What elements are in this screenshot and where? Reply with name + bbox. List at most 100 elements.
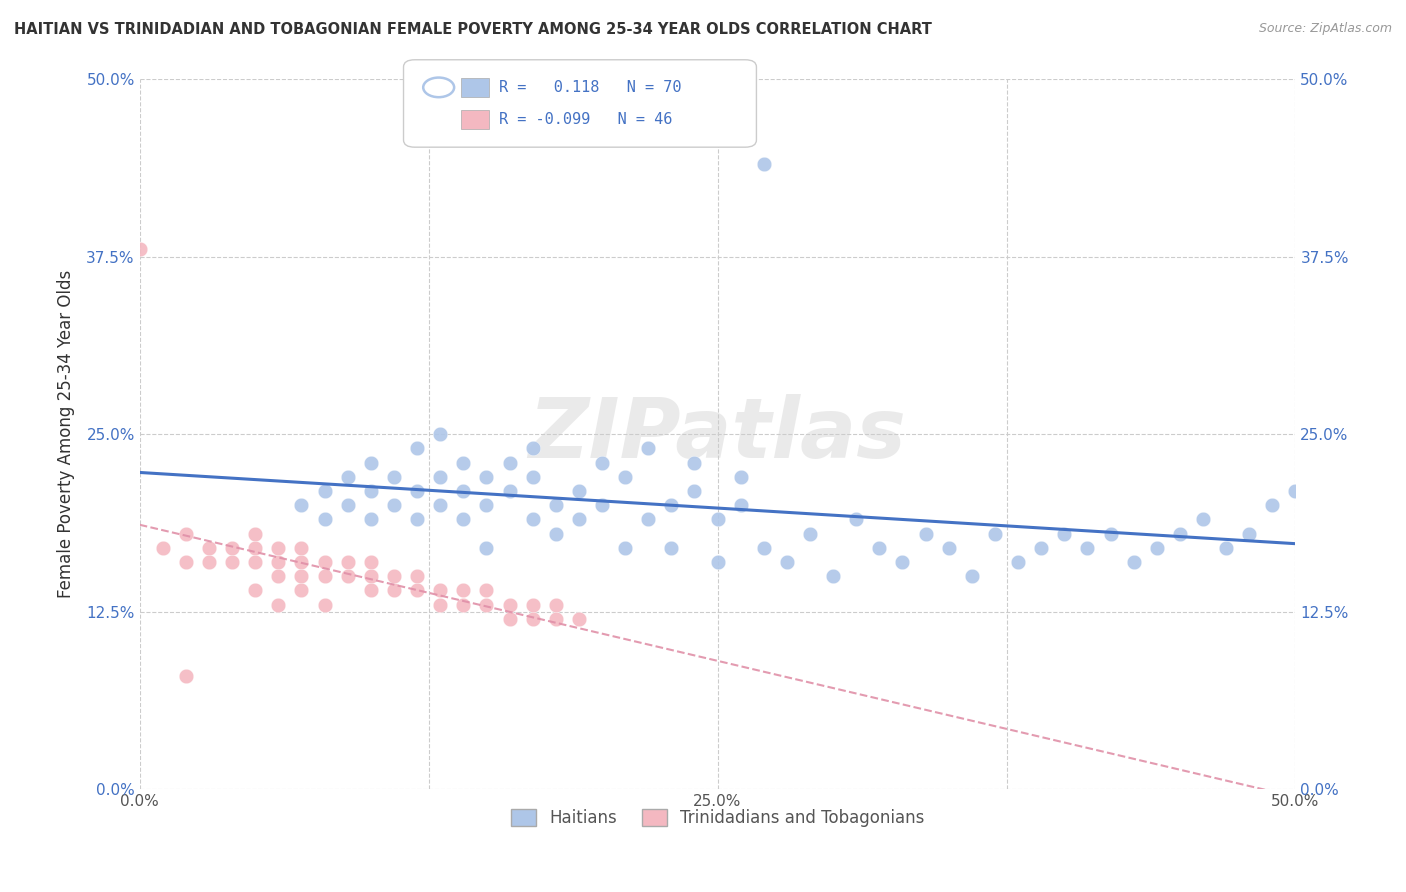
Point: [382, 469, 405, 483]
Point: [336, 469, 359, 483]
Point: [475, 541, 498, 555]
Point: [706, 555, 728, 569]
Point: [406, 483, 429, 498]
Point: [314, 555, 336, 569]
Point: [914, 526, 936, 541]
Point: [522, 442, 544, 456]
Point: [568, 483, 591, 498]
Point: [752, 541, 775, 555]
Point: [360, 512, 382, 526]
Point: [174, 668, 197, 682]
Point: [152, 541, 174, 555]
Point: [683, 456, 706, 470]
Point: [544, 612, 567, 626]
Point: [475, 598, 498, 612]
Point: [568, 612, 591, 626]
Point: [245, 526, 267, 541]
Point: [544, 598, 567, 612]
Point: [128, 243, 150, 257]
Point: [174, 526, 197, 541]
Point: [314, 512, 336, 526]
Point: [314, 483, 336, 498]
Point: [637, 442, 659, 456]
Point: [314, 598, 336, 612]
Point: [522, 598, 544, 612]
Point: [960, 569, 983, 583]
Point: [245, 583, 267, 598]
Point: [1031, 541, 1053, 555]
Point: [938, 541, 960, 555]
Point: [1076, 541, 1098, 555]
Point: [290, 498, 312, 512]
Point: [406, 583, 429, 598]
Point: [290, 541, 312, 555]
Point: [1237, 526, 1260, 541]
Text: R = -0.099   N = 46: R = -0.099 N = 46: [499, 112, 672, 127]
Point: [823, 569, 845, 583]
Point: [290, 583, 312, 598]
Point: [683, 483, 706, 498]
Point: [406, 512, 429, 526]
Point: [336, 555, 359, 569]
Point: [453, 483, 475, 498]
Y-axis label: Female Poverty Among 25-34 Year Olds: Female Poverty Among 25-34 Year Olds: [58, 270, 75, 599]
Point: [221, 555, 243, 569]
Point: [568, 512, 591, 526]
Point: [475, 498, 498, 512]
Point: [1007, 555, 1029, 569]
Point: [591, 498, 613, 512]
Point: [429, 427, 451, 442]
Point: [730, 498, 752, 512]
Point: [221, 541, 243, 555]
Text: HAITIAN VS TRINIDADIAN AND TOBAGONIAN FEMALE POVERTY AMONG 25-34 YEAR OLDS CORRE: HAITIAN VS TRINIDADIAN AND TOBAGONIAN FE…: [14, 22, 932, 37]
Point: [1215, 541, 1237, 555]
Point: [868, 541, 890, 555]
Point: [382, 583, 405, 598]
Point: [475, 469, 498, 483]
Point: [406, 569, 429, 583]
Point: [591, 456, 613, 470]
Point: [1192, 512, 1215, 526]
Point: [1099, 526, 1122, 541]
Point: [544, 526, 567, 541]
Point: [360, 456, 382, 470]
Point: [984, 526, 1007, 541]
Legend: Haitians, Trinidadians and Tobagonians: Haitians, Trinidadians and Tobagonians: [503, 803, 931, 834]
Point: [498, 483, 520, 498]
Point: [429, 598, 451, 612]
Point: [475, 583, 498, 598]
Point: [429, 498, 451, 512]
Point: [659, 541, 682, 555]
Point: [382, 569, 405, 583]
Point: [1122, 555, 1144, 569]
Point: [776, 555, 799, 569]
Point: [799, 526, 821, 541]
Point: [522, 612, 544, 626]
Point: [429, 469, 451, 483]
Point: [659, 498, 682, 512]
Point: [245, 541, 267, 555]
Point: [1168, 526, 1191, 541]
Point: [614, 541, 637, 555]
Point: [1146, 541, 1168, 555]
Point: [336, 498, 359, 512]
Point: [453, 512, 475, 526]
Point: [453, 598, 475, 612]
Point: [267, 598, 290, 612]
Point: [267, 569, 290, 583]
Point: [267, 541, 290, 555]
Point: [174, 555, 197, 569]
Point: [429, 583, 451, 598]
Text: Source: ZipAtlas.com: Source: ZipAtlas.com: [1258, 22, 1392, 36]
Point: [245, 555, 267, 569]
Point: [498, 598, 520, 612]
Point: [1261, 498, 1284, 512]
Point: [453, 456, 475, 470]
Point: [453, 583, 475, 598]
Point: [845, 512, 868, 526]
Point: [360, 555, 382, 569]
Point: [1284, 483, 1306, 498]
Point: [1053, 526, 1076, 541]
Point: [730, 469, 752, 483]
Point: [614, 469, 637, 483]
